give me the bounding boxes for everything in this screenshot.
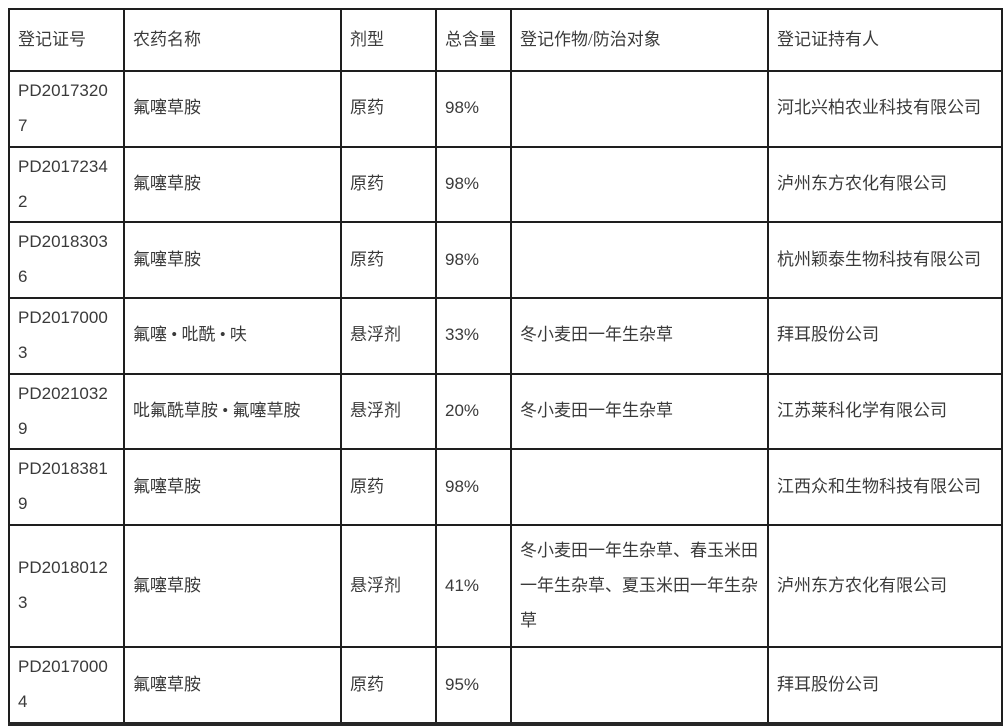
cell-content: 95%: [435, 646, 512, 726]
table-row: PD20183036 氟噻草胺 原药 98% 杭州颖泰生物科技有限公司: [8, 221, 1003, 300]
cell-content: 98%: [435, 70, 512, 148]
cell-content: 98%: [435, 448, 512, 527]
pesticide-registration-table: 登记证号 农药名称 剂型 总含量 登记作物/防治对象 登记证持有人 PD2017…: [8, 8, 1003, 726]
col-header-formulation: 剂型: [340, 8, 437, 72]
table-row: PD20170003 氟噻 • 吡酰 • 呋 悬浮剂 33% 冬小麦田一年生杂草…: [8, 297, 1003, 375]
cell-crops: 冬小麦田一年生杂草: [510, 297, 769, 375]
table-row: PD20170004 氟噻草胺 原药 95% 拜耳股份公司: [8, 646, 1003, 726]
cell-pesticide-name: 氟噻草胺: [123, 646, 342, 726]
cell-holder: 拜耳股份公司: [767, 646, 1003, 726]
cell-reg-no: PD20170003: [8, 297, 125, 375]
cell-pesticide-name: 氟噻草胺: [123, 145, 342, 224]
header-row: 登记证号 农药名称 剂型 总含量 登记作物/防治对象 登记证持有人: [8, 8, 1003, 72]
cell-pesticide-name: 氟噻草胺: [123, 221, 342, 300]
cell-holder: 拜耳股份公司: [767, 297, 1003, 375]
cell-formulation: 悬浮剂: [340, 297, 437, 375]
cell-content: 98%: [435, 221, 512, 300]
col-header-reg-no: 登记证号: [8, 8, 125, 72]
col-header-crops: 登记作物/防治对象: [510, 8, 769, 72]
cell-reg-no: PD20180123: [8, 524, 125, 649]
cell-reg-no: PD20170004: [8, 646, 125, 726]
cell-pesticide-name: 氟噻 • 吡酰 • 呋: [123, 297, 342, 375]
cell-reg-no: PD20183819: [8, 448, 125, 527]
cell-pesticide-name: 吡氟酰草胺 • 氟噻草胺: [123, 372, 342, 451]
cell-content: 98%: [435, 145, 512, 224]
cell-reg-no: PD20172342: [8, 145, 125, 224]
cell-content: 33%: [435, 297, 512, 375]
cell-crops: [510, 145, 769, 224]
table-row: PD20172342 氟噻草胺 原药 98% 泸州东方农化有限公司: [8, 145, 1003, 224]
table-row: PD20183819 氟噻草胺 原药 98% 江西众和生物科技有限公司: [8, 448, 1003, 527]
cell-pesticide-name: 氟噻草胺: [123, 70, 342, 148]
cell-crops: [510, 448, 769, 527]
cell-crops: [510, 646, 769, 726]
cell-crops: 冬小麦田一年生杂草: [510, 372, 769, 451]
table-row: PD20210329 吡氟酰草胺 • 氟噻草胺 悬浮剂 20% 冬小麦田一年生杂…: [8, 372, 1003, 451]
cell-holder: 江西众和生物科技有限公司: [767, 448, 1003, 527]
cell-reg-no: PD20183036: [8, 221, 125, 300]
cell-content: 41%: [435, 524, 512, 649]
cell-formulation: 原药: [340, 221, 437, 300]
col-header-content: 总含量: [435, 8, 512, 72]
cell-reg-no: PD20210329: [8, 372, 125, 451]
cell-pesticide-name: 氟噻草胺: [123, 448, 342, 527]
cell-content: 20%: [435, 372, 512, 451]
cell-holder: 泸州东方农化有限公司: [767, 524, 1003, 649]
pesticide-registration-table-wrap: 登记证号 农药名称 剂型 总含量 登记作物/防治对象 登记证持有人 PD2017…: [8, 8, 1003, 726]
cell-holder: 杭州颖泰生物科技有限公司: [767, 221, 1003, 300]
cell-holder: 泸州东方农化有限公司: [767, 145, 1003, 224]
cell-formulation: 原药: [340, 70, 437, 148]
cell-holder: 江苏莱科化学有限公司: [767, 372, 1003, 451]
cell-holder: 河北兴柏农业科技有限公司: [767, 70, 1003, 148]
col-header-pesticide-name: 农药名称: [123, 8, 342, 72]
cell-reg-no: PD20173207: [8, 70, 125, 148]
cell-formulation: 悬浮剂: [340, 372, 437, 451]
cell-pesticide-name: 氟噻草胺: [123, 524, 342, 649]
col-header-holder: 登记证持有人: [767, 8, 1003, 72]
cell-crops: [510, 221, 769, 300]
table-row: PD20173207 氟噻草胺 原药 98% 河北兴柏农业科技有限公司: [8, 70, 1003, 148]
cell-formulation: 原药: [340, 145, 437, 224]
cell-formulation: 悬浮剂: [340, 524, 437, 649]
cell-crops: [510, 70, 769, 148]
table-row: PD20180123 氟噻草胺 悬浮剂 41% 冬小麦田一年生杂草、春玉米田一年…: [8, 524, 1003, 649]
cell-crops: 冬小麦田一年生杂草、春玉米田一年生杂草、夏玉米田一年生杂草: [510, 524, 769, 649]
cell-formulation: 原药: [340, 646, 437, 726]
cell-formulation: 原药: [340, 448, 437, 527]
